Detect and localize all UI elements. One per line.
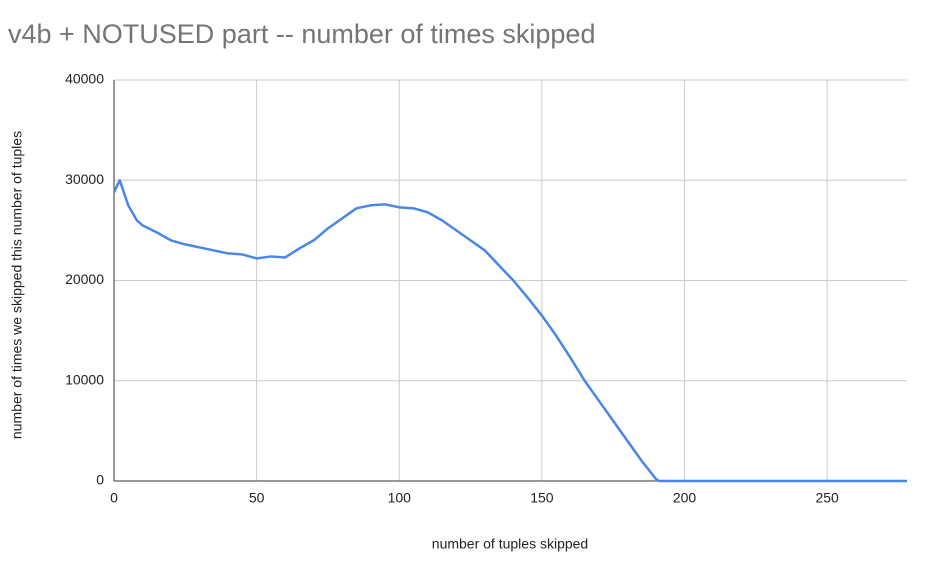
x-tick-label: 50 [249, 490, 265, 506]
y-tick-label: 30000 [65, 171, 104, 187]
y-tick-label: 0 [96, 472, 104, 488]
chart-title: v4b + NOTUSED part -- number of times sk… [8, 19, 595, 49]
x-axis-label: number of tuples skipped [432, 536, 588, 552]
x-tick-label: 200 [673, 490, 697, 506]
y-axis-label: number of times we skipped this number o… [9, 131, 25, 439]
x-tick-label: 100 [388, 490, 412, 506]
data-line [112, 179, 907, 483]
y-tick-label: 20000 [65, 271, 104, 287]
x-tick-label: 150 [530, 490, 554, 506]
y-tick-label: 40000 [65, 71, 104, 87]
y-tick-label: 10000 [65, 371, 104, 387]
x-tick-label: 0 [110, 490, 118, 506]
x-tick-label: 250 [815, 490, 839, 506]
